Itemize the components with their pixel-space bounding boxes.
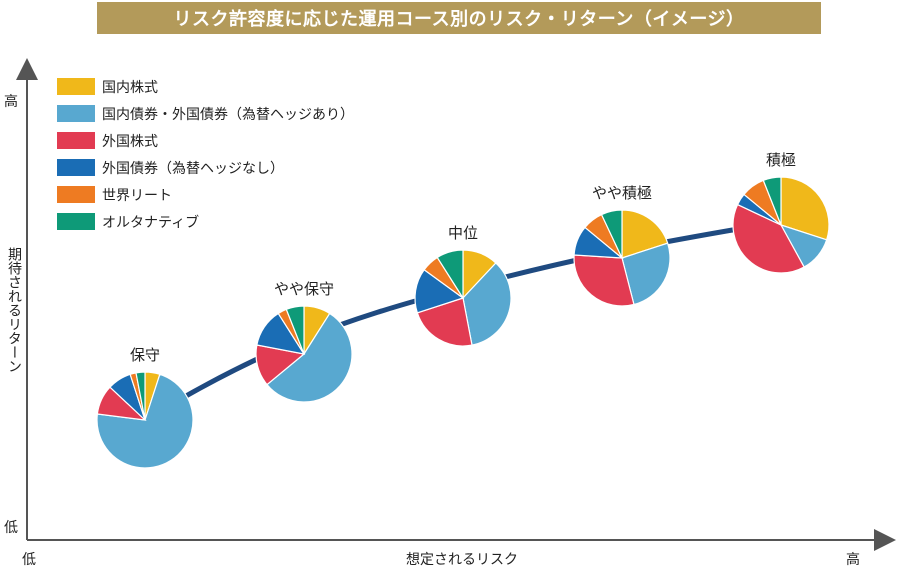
pie-3-slice-0 [621,209,669,259]
x-high-label: 高 [846,551,860,568]
legend-swatch-4 [57,186,95,203]
pie-4-label: 積極 [766,151,796,169]
pie-0-slice-1 [96,373,194,469]
pie-0-label: 保守 [130,346,160,364]
legend-swatch-3 [57,159,95,176]
pie-1-label: やや保守 [274,280,334,298]
legend-label-2: 外国株式 [102,134,158,150]
axes [16,58,896,551]
legend-swatch-5 [57,213,95,230]
pie-0-slice-5 [135,371,146,421]
pie-3-label: やや積極 [592,184,652,202]
pie-3-slice-1 [621,242,671,306]
pie-0 [96,371,194,469]
pie-3-slice-5 [600,209,623,259]
pie-4 [732,176,830,274]
y-low-label: 低 [4,520,18,536]
pie-1-slice-5 [285,305,305,355]
legend-swatch-2 [57,132,95,149]
y-high-label: 高 [4,93,18,110]
pie-4-slice-0 [780,176,830,241]
pie-3-slice-2 [573,254,635,307]
pie-4-slice-2 [732,203,805,274]
chart-title: リスク許容度に応じた運用コース別のリスク・リターン（イメージ） [97,2,821,34]
x-low-label: 低 [22,552,36,568]
pie-4-slice-5 [762,176,782,226]
pie-1-slice-1 [266,312,353,403]
legend-swatch-0 [57,78,95,95]
pie-2-slice-1 [462,262,512,346]
legend-label-3: 外国債券（為替ヘッジなし） [102,161,284,177]
pie-2-label: 中位 [448,224,478,242]
legend-label-0: 国内株式 [102,80,158,96]
pie-2 [414,249,512,347]
pies: 保守 やや保守 中位 やや積極 積極 [96,151,830,469]
legend-label-4: 世界リート [102,188,172,204]
x-axis-title: 想定されるリスク [406,552,518,568]
pie-1 [255,305,353,403]
pie-2-slice-2 [416,297,473,347]
y-axis-arrow [16,58,38,80]
pie-2-slice-5 [436,249,464,301]
legend-label-5: オルタナティブ [102,214,199,231]
pie-3 [573,209,671,307]
y-axis-title: 期待されるリターン [6,247,22,373]
legend-swatch-1 [57,105,95,122]
x-axis-arrow [874,529,896,551]
legend-label-1: 国内債券・外国債券（為替ヘッジあり） [102,107,354,123]
